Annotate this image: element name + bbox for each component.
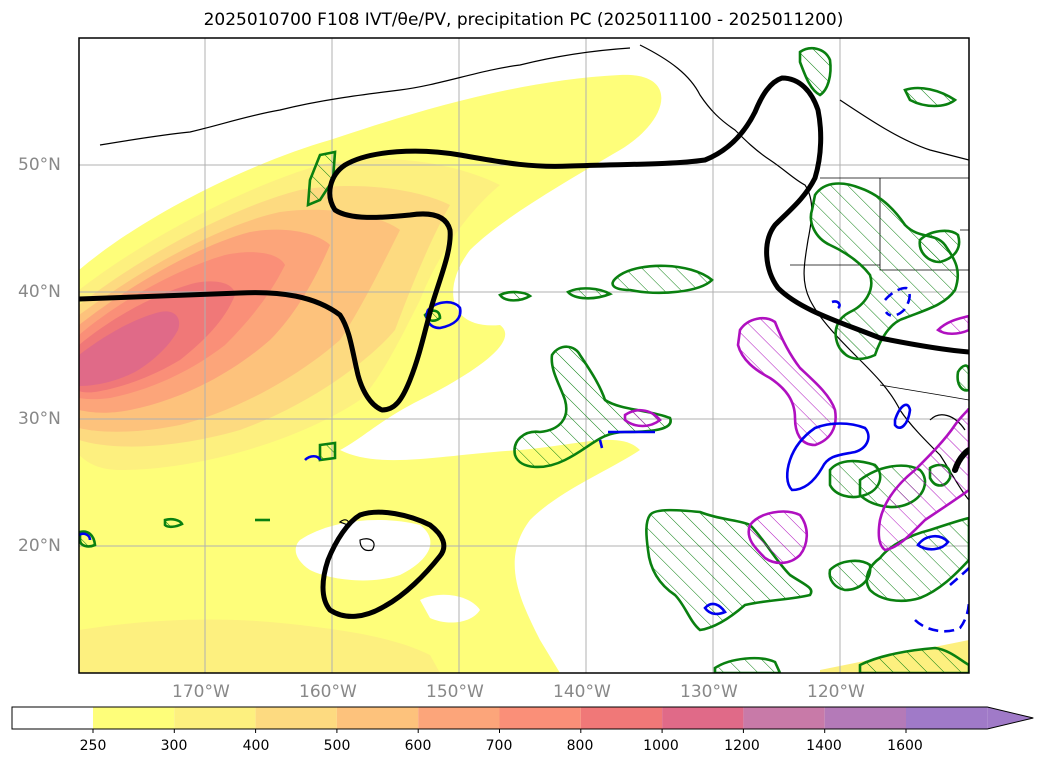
colorbar-segment — [906, 707, 988, 729]
colorbar-segment — [743, 707, 825, 729]
lon-label-160w: 160°W — [299, 682, 357, 702]
map-plot-area — [79, 38, 969, 673]
colorbar-extend-arrow — [987, 707, 1034, 729]
precip-negative-contours — [623, 314, 969, 565]
lon-label-150w: 150°W — [426, 682, 484, 702]
colorbar-tick-label: 1600 — [887, 738, 923, 754]
lon-label-170w: 170°W — [172, 682, 230, 702]
colorbar-segment — [662, 707, 744, 729]
lat-label-50n: 50°N — [18, 155, 61, 175]
lat-label-20n: 20°N — [18, 536, 61, 556]
colorbar — [11, 706, 1034, 733]
colorbar-segment — [93, 707, 175, 729]
theta-e-contours — [79, 286, 969, 633]
colorbar-outline — [11, 706, 1034, 730]
colorbar-tick-label: 700 — [485, 738, 513, 754]
map-frame — [78, 37, 970, 674]
ivt-filled-contours — [79, 74, 969, 673]
colorbar-segment — [418, 707, 500, 729]
colorbar-segment — [336, 707, 419, 729]
colorbar-tick-label: 1400 — [806, 738, 842, 754]
lon-label-140w: 140°W — [553, 682, 611, 702]
colorbar-segment — [255, 707, 337, 729]
colorbar-segment — [580, 707, 663, 729]
colorbar-tick-label: 500 — [323, 738, 351, 754]
colorbar-tick-label: 250 — [79, 738, 107, 754]
lon-label-130w: 130°W — [680, 682, 738, 702]
colorbar-tick-label: 800 — [566, 738, 594, 754]
lat-label-40n: 40°N — [18, 282, 61, 302]
colorbar-segment — [499, 707, 581, 729]
colorbar-segment — [12, 707, 93, 729]
colorbar-tick-label: 300 — [160, 738, 188, 754]
lat-label-30n: 30°N — [18, 409, 61, 429]
colorbar-segment — [174, 707, 256, 729]
colorbar-tick-label: 400 — [242, 738, 270, 754]
colorbar-tick-label: 1200 — [724, 738, 760, 754]
figure-title: 2025010700 F108 IVT/θe/PV, precipitation… — [203, 10, 844, 30]
lon-label-120w: 120°W — [807, 682, 865, 702]
colorbar-segment — [824, 707, 906, 729]
colorbar-tick-label: 1000 — [643, 738, 679, 754]
colorbar-tick-label: 600 — [404, 738, 432, 754]
